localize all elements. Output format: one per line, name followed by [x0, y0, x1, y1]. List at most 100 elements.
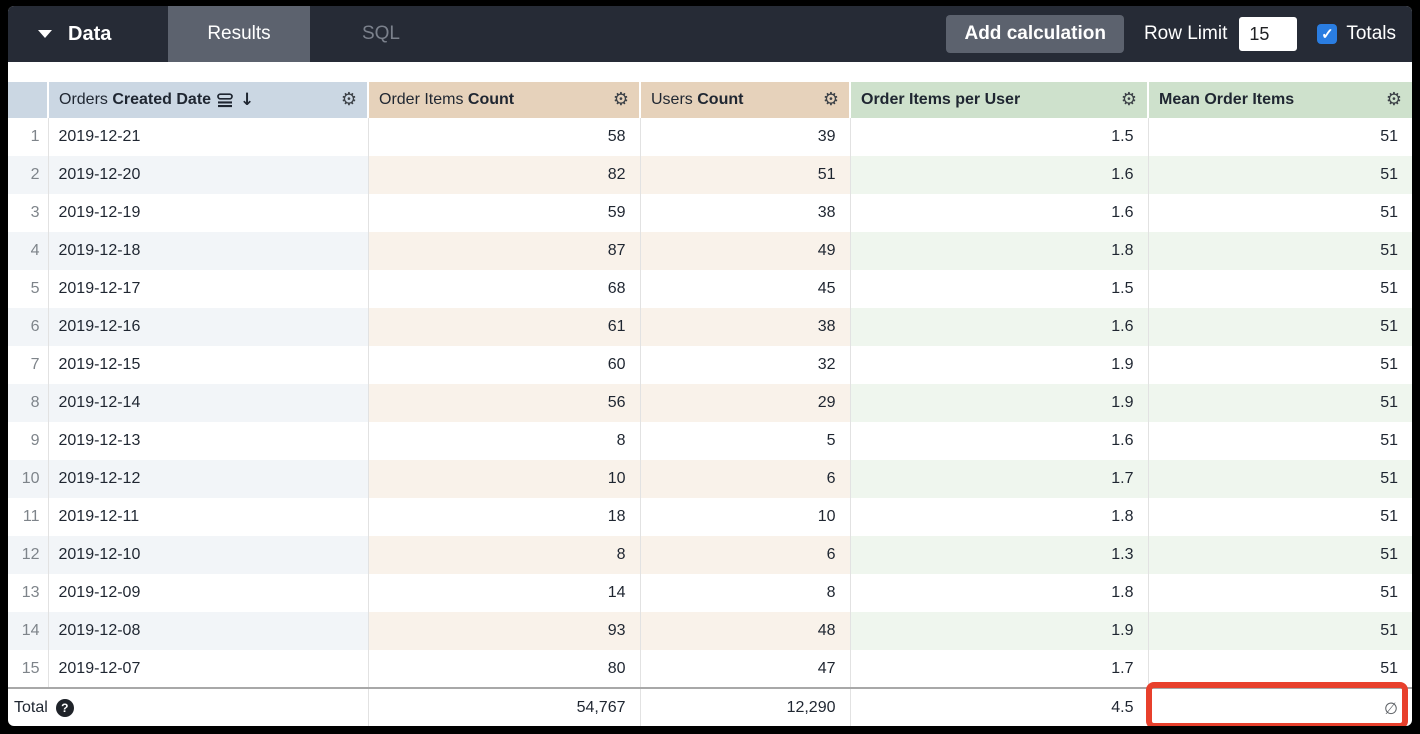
- gear-icon[interactable]: ⚙: [612, 89, 629, 110]
- column-header-users-count[interactable]: Users Count ⚙: [640, 82, 851, 118]
- gear-icon[interactable]: ⚙: [1385, 89, 1402, 110]
- cell-date[interactable]: 2019-12-19: [48, 194, 369, 232]
- cell-order-items-per-user[interactable]: 1.6: [850, 308, 1149, 346]
- cell-date[interactable]: 2019-12-07: [48, 650, 369, 688]
- cell-users-count[interactable]: 6: [640, 460, 851, 498]
- row-number: 12: [8, 536, 49, 574]
- cell-users-count[interactable]: 38: [640, 194, 851, 232]
- cell-date[interactable]: 2019-12-18: [48, 232, 369, 270]
- cell-date[interactable]: 2019-12-14: [48, 384, 369, 422]
- cell-order-items-count[interactable]: 10: [368, 460, 641, 498]
- table-row: 5 2019-12-17 68 45 1.5 51: [8, 270, 1412, 308]
- cell-date[interactable]: 2019-12-08: [48, 612, 369, 650]
- cell-users-count[interactable]: 39: [640, 118, 851, 156]
- cell-order-items-per-user[interactable]: 1.9: [850, 612, 1149, 650]
- gear-icon[interactable]: ⚙: [340, 89, 357, 110]
- column-header-orders-created-date[interactable]: Orders Created Date ↓ ⚙: [48, 82, 369, 118]
- cell-date[interactable]: 2019-12-12: [48, 460, 369, 498]
- cell-date[interactable]: 2019-12-13: [48, 422, 369, 460]
- cell-mean-order-items[interactable]: 51: [1380, 128, 1398, 145]
- cell-order-items-per-user[interactable]: 1.8: [850, 498, 1149, 536]
- cell-order-items-count[interactable]: 87: [368, 232, 641, 270]
- total-order-items-per-user[interactable]: 4.5: [850, 687, 1149, 726]
- gear-icon[interactable]: ⚙: [822, 89, 839, 110]
- cell-mean-order-items[interactable]: 51: [1148, 308, 1412, 346]
- total-order-items-count[interactable]: 54,767: [368, 687, 641, 726]
- cell-mean-order-items[interactable]: 51: [1380, 204, 1398, 221]
- cell-order-items-count[interactable]: 82: [368, 156, 641, 194]
- cell-order-items-count[interactable]: 93: [368, 612, 641, 650]
- cell-date[interactable]: 2019-12-16: [48, 308, 369, 346]
- cell-order-items-per-user[interactable]: 1.7: [850, 460, 1149, 498]
- cell-mean-order-items[interactable]: 51: [1380, 508, 1398, 525]
- cell-mean-order-items[interactable]: 51: [1148, 612, 1412, 650]
- cell-order-items-per-user[interactable]: 1.5: [850, 270, 1149, 308]
- cell-users-count[interactable]: 5: [640, 422, 851, 460]
- tab-results[interactable]: Results: [168, 6, 310, 62]
- cell-users-count[interactable]: 8: [640, 574, 851, 612]
- cell-order-items-count[interactable]: 56: [368, 384, 641, 422]
- cell-users-count[interactable]: 47: [640, 650, 851, 688]
- sort-desc-arrow-icon[interactable]: ↓: [240, 90, 255, 110]
- help-icon[interactable]: ?: [55, 699, 74, 717]
- tab-sql[interactable]: SQL: [361, 23, 401, 44]
- cell-order-items-count[interactable]: 80: [368, 650, 641, 688]
- cell-order-items-count[interactable]: 8: [368, 422, 641, 460]
- cell-date[interactable]: 2019-12-21: [48, 118, 369, 156]
- total-users-count[interactable]: 12,290: [640, 687, 851, 726]
- cell-users-count[interactable]: 48: [640, 612, 851, 650]
- cell-date[interactable]: 2019-12-20: [48, 156, 369, 194]
- column-header-order-items-per-user[interactable]: Order Items per User ⚙: [850, 82, 1149, 118]
- cell-date[interactable]: 2019-12-11: [48, 498, 369, 536]
- cell-users-count[interactable]: 29: [640, 384, 851, 422]
- cell-order-items-per-user[interactable]: 1.9: [850, 346, 1149, 384]
- cell-mean-order-items[interactable]: 51: [1380, 356, 1398, 373]
- gear-icon[interactable]: ⚙: [1120, 89, 1137, 110]
- cell-mean-order-items[interactable]: 51: [1148, 156, 1412, 194]
- cell-date[interactable]: 2019-12-10: [48, 536, 369, 574]
- cell-users-count[interactable]: 32: [640, 346, 851, 384]
- cell-order-items-count[interactable]: 60: [368, 346, 641, 384]
- cell-date[interactable]: 2019-12-17: [48, 270, 369, 308]
- cell-order-items-per-user[interactable]: 1.7: [850, 650, 1149, 688]
- cell-date[interactable]: 2019-12-09: [48, 574, 369, 612]
- cell-users-count[interactable]: 6: [640, 536, 851, 574]
- cell-users-count[interactable]: 51: [640, 156, 851, 194]
- cell-mean-order-items[interactable]: 51: [1148, 384, 1412, 422]
- cell-order-items-per-user[interactable]: 1.8: [850, 574, 1149, 612]
- cell-order-items-count[interactable]: 61: [368, 308, 641, 346]
- row-limit-input[interactable]: [1239, 17, 1298, 51]
- data-section-toggle[interactable]: Data: [8, 6, 168, 62]
- cell-order-items-per-user[interactable]: 1.8: [850, 232, 1149, 270]
- cell-mean-order-items[interactable]: 51: [1380, 432, 1398, 449]
- cell-mean-order-items[interactable]: 51: [1380, 584, 1398, 601]
- cell-order-items-count[interactable]: 18: [368, 498, 641, 536]
- cell-order-items-per-user[interactable]: 1.6: [850, 422, 1149, 460]
- cell-order-items-count[interactable]: 14: [368, 574, 641, 612]
- cell-users-count[interactable]: 49: [640, 232, 851, 270]
- cell-mean-order-items[interactable]: 51: [1380, 280, 1398, 297]
- cell-order-items-per-user[interactable]: 1.6: [850, 156, 1149, 194]
- cell-mean-order-items[interactable]: 51: [1380, 659, 1398, 677]
- cell-users-count[interactable]: 38: [640, 308, 851, 346]
- cell-order-items-per-user[interactable]: 1.9: [850, 384, 1149, 422]
- cell-order-items-per-user[interactable]: 1.3: [850, 536, 1149, 574]
- cell-order-items-count[interactable]: 8: [368, 536, 641, 574]
- row-number: 8: [8, 384, 49, 422]
- totals-checkbox[interactable]: ✓: [1317, 24, 1338, 44]
- cell-users-count[interactable]: 10: [640, 498, 851, 536]
- column-header-mean-order-items[interactable]: Mean Order Items ⚙: [1148, 82, 1412, 118]
- total-mean-order-items[interactable]: ∅: [1145, 682, 1412, 726]
- cell-order-items-count[interactable]: 68: [368, 270, 641, 308]
- cell-users-count[interactable]: 45: [640, 270, 851, 308]
- cell-order-items-per-user[interactable]: 1.5: [850, 118, 1149, 156]
- cell-order-items-per-user[interactable]: 1.6: [850, 194, 1149, 232]
- add-calculation-button[interactable]: Add calculation: [946, 15, 1124, 53]
- cell-order-items-count[interactable]: 59: [368, 194, 641, 232]
- cell-mean-order-items[interactable]: 51: [1148, 460, 1412, 498]
- column-header-order-items-count[interactable]: Order Items Count ⚙: [368, 82, 641, 118]
- cell-mean-order-items[interactable]: 51: [1148, 232, 1412, 270]
- cell-mean-order-items[interactable]: 51: [1148, 536, 1412, 574]
- cell-order-items-count[interactable]: 58: [368, 118, 641, 156]
- cell-date[interactable]: 2019-12-15: [48, 346, 369, 384]
